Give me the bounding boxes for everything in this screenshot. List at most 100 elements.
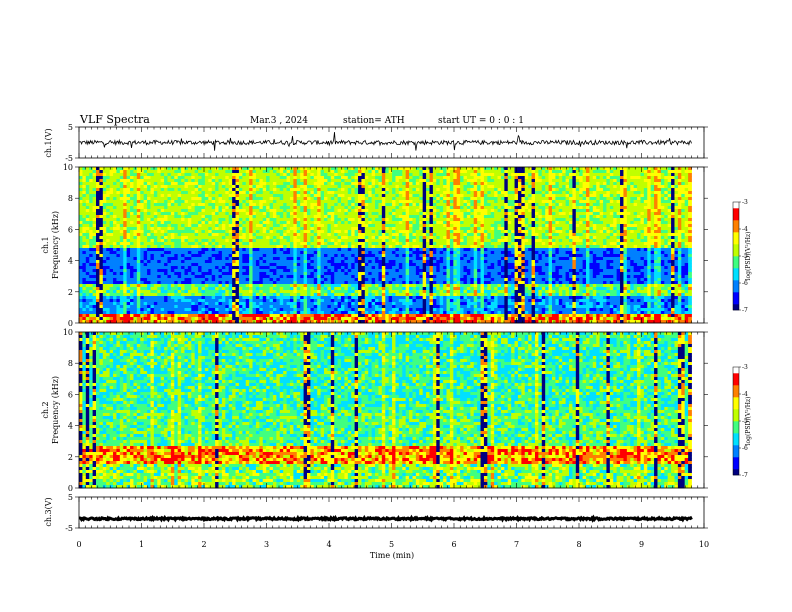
- spectrogram-cell: [266, 188, 270, 192]
- spectrogram-cell: [521, 173, 526, 177]
- spectrogram-cell: [494, 179, 498, 183]
- spectrogram-cell: [660, 191, 665, 195]
- spectrogram-cell: [623, 176, 628, 180]
- spectrogram-cell: [164, 224, 168, 228]
- spectrogram-cell: [126, 239, 131, 243]
- spectrogram-cell: [286, 194, 291, 198]
- spectrogram-cell: [347, 209, 352, 213]
- spectrogram-cell: [500, 224, 505, 228]
- spectrogram-cell: [480, 209, 485, 213]
- spectrogram-cell: [358, 239, 362, 243]
- spectrogram-cell: [609, 215, 614, 219]
- spectrogram-cell: [565, 176, 570, 180]
- spectrogram-cell: [500, 206, 505, 210]
- spectrogram-cell: [170, 218, 175, 222]
- spectrogram-cell: [395, 179, 400, 183]
- spectrogram-cell: [143, 197, 148, 201]
- spectrogram-cell: [364, 170, 369, 174]
- spectrogram-cell: [378, 167, 383, 171]
- spectrogram-cell: [654, 221, 658, 225]
- spectrogram-cell: [609, 176, 614, 180]
- spectrogram-cell: [337, 170, 342, 174]
- spectrogram-cell: [582, 185, 587, 189]
- spectrogram-cell: [426, 209, 430, 213]
- spectrogram-cell: [232, 197, 236, 201]
- spectrogram-cell: [354, 239, 359, 243]
- spectrogram-cell: [677, 206, 682, 210]
- spectrogram-cell: [160, 209, 165, 213]
- spectrogram-cell: [551, 215, 556, 219]
- spectrogram-cell: [361, 170, 366, 174]
- spectrogram-cell: [405, 227, 410, 231]
- spectrogram-cell: [609, 206, 614, 210]
- spectrogram-cell: [344, 215, 349, 219]
- spectrogram-cell: [592, 242, 597, 246]
- spectrogram-cell: [449, 224, 454, 228]
- spectrogram-cell: [534, 227, 539, 231]
- spectrogram-cell: [174, 188, 179, 192]
- spectrogram-cell: [643, 242, 648, 246]
- spectrogram-cell: [415, 218, 420, 222]
- spectrogram-cell: [497, 239, 502, 243]
- spectrogram-cell: [582, 209, 587, 213]
- spectrogram-cell: [637, 206, 641, 210]
- spectrogram-cell: [249, 212, 253, 216]
- spectrogram-cell: [613, 194, 618, 198]
- spectrogram-cell: [228, 173, 233, 177]
- spectrogram-cell: [79, 227, 83, 231]
- spectrogram-cell: [194, 200, 199, 204]
- spectrogram-cell: [150, 227, 155, 231]
- spectrogram-cell: [392, 191, 396, 195]
- spectrogram-cell: [647, 230, 652, 234]
- spectrogram-cell: [116, 203, 121, 207]
- spectrogram-cell: [443, 221, 447, 225]
- spectrogram-cell: [344, 233, 349, 237]
- spectrogram-cell: [616, 197, 621, 201]
- spectrogram-cell: [534, 230, 539, 234]
- spectrogram-cell: [242, 194, 247, 198]
- spectrogram-cell: [341, 203, 345, 207]
- spectrogram-cell: [201, 206, 206, 210]
- spectrogram-cell: [160, 233, 165, 237]
- spectrogram-cell: [136, 218, 141, 222]
- spectrogram-cell: [415, 176, 420, 180]
- spectrogram-cell: [643, 197, 648, 201]
- spectrogram-cell: [541, 167, 546, 171]
- spectrogram-cell: [453, 218, 458, 222]
- spectrogram-cell: [633, 209, 638, 213]
- spectrogram-cell: [242, 182, 247, 186]
- spectrogram-cell: [249, 215, 253, 219]
- spectrogram-cell: [143, 185, 148, 189]
- spectrogram-cell: [606, 212, 611, 216]
- spectrogram-cell: [358, 212, 362, 216]
- spectrogram-cell: [446, 221, 451, 225]
- spectrogram-cell: [463, 194, 468, 198]
- spectrogram-cell: [259, 179, 264, 183]
- spectrogram-cell: [215, 215, 219, 219]
- spectrogram-cell: [225, 170, 230, 174]
- spectrogram-cell: [562, 188, 566, 192]
- spectrogram-cell: [623, 227, 628, 231]
- spectrogram-cell: [572, 236, 577, 240]
- spectrogram-cell: [490, 185, 495, 189]
- spectrogram-cell: [167, 224, 172, 228]
- spectrogram-cell: [364, 209, 369, 213]
- spectrogram-cell: [225, 173, 230, 177]
- spectrogram-cell: [215, 236, 219, 240]
- spectrogram-cell: [324, 242, 328, 246]
- spectrogram-cell: [140, 200, 145, 204]
- spectrogram-cell: [238, 245, 243, 249]
- spectrogram-cell: [596, 179, 601, 183]
- spectrogram-cell: [613, 242, 618, 246]
- spectrogram-cell: [385, 167, 390, 171]
- spectrogram-cell: [477, 221, 481, 225]
- spectrogram-cell: [99, 194, 104, 198]
- spectrogram-cell: [398, 245, 403, 249]
- spectrogram-cell: [201, 170, 206, 174]
- spectrogram-cell: [330, 200, 335, 204]
- spectrogram-cell: [477, 185, 481, 189]
- spectrogram-cell: [572, 230, 577, 234]
- spectrogram-cell: [620, 218, 624, 222]
- spectrogram-cell: [477, 206, 481, 210]
- spectrogram-cell: [232, 215, 236, 219]
